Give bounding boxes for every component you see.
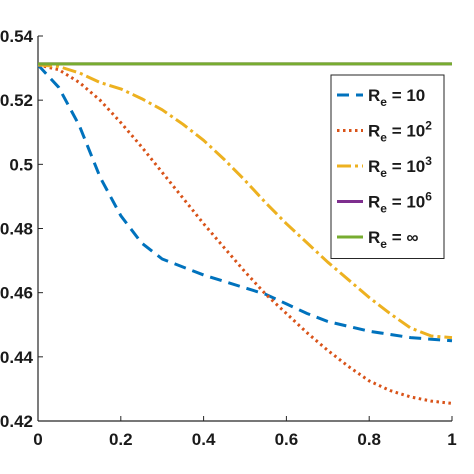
x-tick-label: 1 [447, 430, 456, 449]
legend-label-3: Re = 106 [368, 190, 432, 216]
legend-label-0: Re = 10 [368, 86, 425, 109]
x-tick-label: 0.4 [192, 430, 216, 449]
y-axis: 0.42 0.44 0.46 0.48 0.5 0.52 0.54 [0, 27, 43, 431]
y-tick-label: 0.46 [0, 284, 33, 303]
y-tick-label: 0.54 [0, 27, 34, 46]
legend-label-1: Re = 102 [368, 119, 432, 145]
legend: Re = 10 Re = 102 Re = 103 Re = 106 Re = ∞ [330, 74, 445, 259]
x-tick-label: 0 [33, 430, 42, 449]
x-tick-label: 0.8 [357, 430, 381, 449]
y-tick-label: 0.44 [0, 348, 34, 367]
y-tick-label: 0.52 [0, 91, 33, 110]
y-tick-label: 0.48 [0, 220, 33, 239]
series-line-0 [36, 63, 453, 343]
y-tick-label: 0.42 [0, 412, 33, 431]
legend-label-4: Re = ∞ [368, 228, 418, 251]
x-tick-label: 0.6 [275, 430, 299, 449]
series-line-2 [37, 63, 453, 340]
legend-label-2: Re = 103 [368, 154, 432, 180]
y-tick-label: 0.5 [9, 155, 33, 174]
x-tick-label: 0.2 [109, 430, 133, 449]
x-axis: 0 0.2 0.4 0.6 0.8 1 [33, 416, 457, 449]
series-layer [36, 62, 453, 405]
